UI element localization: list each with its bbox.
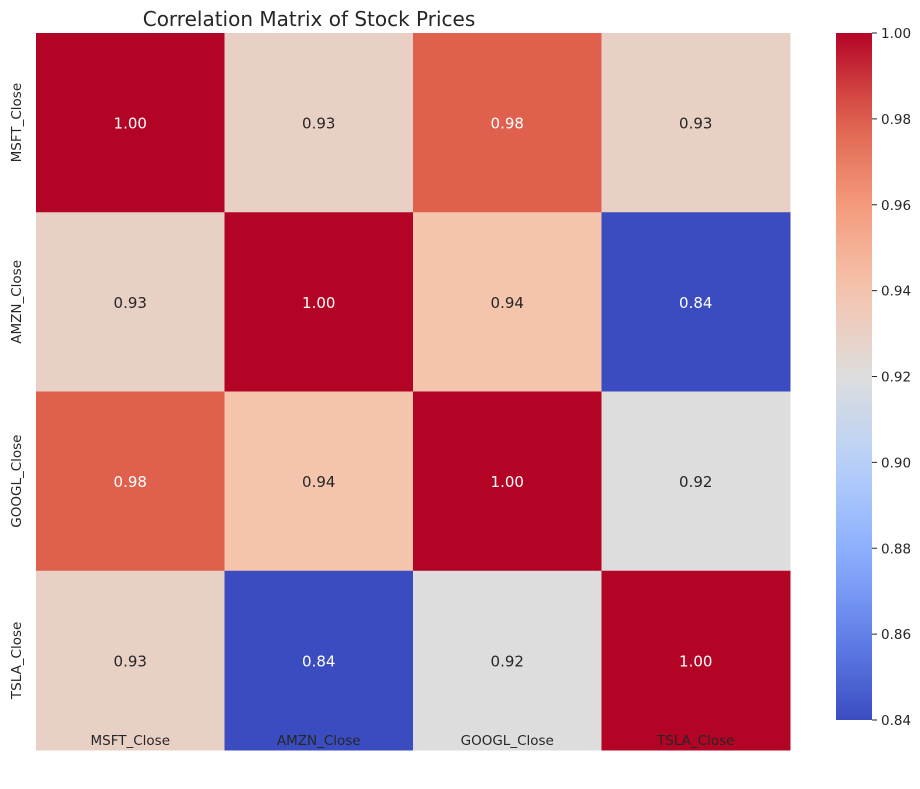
- heatmap-cell: [601, 391, 791, 572]
- heatmap-cell: [36, 212, 225, 392]
- colorbar-tick-label: 0.96: [881, 198, 911, 214]
- colorbar-tick-label: 0.84: [881, 713, 911, 729]
- y-tick-label: TSLA_Close: [9, 622, 25, 700]
- cell-value-label: 0.93: [114, 294, 147, 312]
- heatmap-cell: [601, 570, 791, 751]
- x-tick-label: MSFT_Close: [90, 733, 170, 749]
- colorbar-tick-label: 0.88: [881, 541, 911, 557]
- x-tick-label: GOOGL_Close: [461, 733, 554, 749]
- cell-value-label: 1.00: [302, 294, 335, 312]
- y-tick-label: GOOGL_Close: [9, 435, 25, 528]
- cell-value-label: 0.84: [679, 294, 712, 312]
- heatmap-cell: [36, 391, 225, 572]
- x-tick-label: AMZN_Close: [277, 733, 361, 749]
- heatmap-cell: [601, 212, 791, 392]
- cell-value-label: 1.00: [679, 652, 712, 670]
- heatmap-cell: [224, 33, 414, 213]
- heatmap-cell: [413, 391, 602, 572]
- heatmap-cell: [224, 570, 414, 751]
- colorbar-tick-label: 1.00: [881, 26, 911, 42]
- cell-value-label: 0.94: [491, 294, 524, 312]
- colorbar-tick-label: 0.94: [881, 284, 911, 300]
- x-axis: MSFT_Close AMZN_Close GOOGL_Close TSLA_Clos…: [90, 733, 734, 749]
- heatmap-cell: [224, 212, 414, 392]
- y-axis: MSFT_Close AMZN_Close GOOGL_Close TSLA_Clos…: [9, 83, 25, 700]
- heatmap-cell: [413, 33, 602, 213]
- cell-value-label: 1.00: [491, 473, 524, 491]
- heatmap-cell: [413, 212, 602, 392]
- heatmap-cell: [224, 391, 414, 572]
- heatmap-cell-labels: 1.00 0.93 0.98 0.93 0.93 1.00 0.94 0.84 0.98 0.94…: [114, 115, 713, 671]
- chart-title: Correlation Matrix of Stock Prices: [143, 7, 476, 31]
- cell-value-label: 0.94: [302, 473, 335, 491]
- y-tick-label: MSFT_Close: [9, 83, 25, 163]
- cell-value-label: 0.93: [114, 652, 147, 670]
- cell-value-label: 0.92: [679, 473, 712, 491]
- colorbar-tick-label: 0.98: [881, 112, 911, 128]
- heatmap-cell: [601, 33, 791, 213]
- colorbar-tick-label: 0.86: [881, 627, 911, 643]
- cell-value-label: 0.98: [491, 115, 524, 133]
- y-tick-label: AMZN_Close: [9, 260, 25, 344]
- cell-value-label: 0.92: [491, 652, 524, 670]
- colorbar-tick-label: 0.90: [881, 455, 911, 471]
- heatmap-cell: [36, 33, 225, 213]
- cell-value-label: 0.84: [302, 652, 335, 670]
- cell-value-label: 1.00: [114, 115, 147, 133]
- heatmap-cell: [36, 570, 225, 751]
- colorbar-gradient: [836, 33, 872, 720]
- cell-value-label: 0.98: [114, 473, 147, 491]
- heatmap-cell: [413, 570, 602, 751]
- x-tick-label: TSLA_Close: [656, 733, 734, 749]
- cell-value-label: 0.93: [679, 115, 712, 133]
- colorbar: 1.00 0.98 0.96 0.94 0.92 0.90 0.88 0.86 0.84: [836, 26, 911, 729]
- heatmap-cells: [36, 33, 791, 751]
- colorbar-tick-label: 0.92: [881, 370, 911, 386]
- cell-value-label: 0.93: [302, 115, 335, 133]
